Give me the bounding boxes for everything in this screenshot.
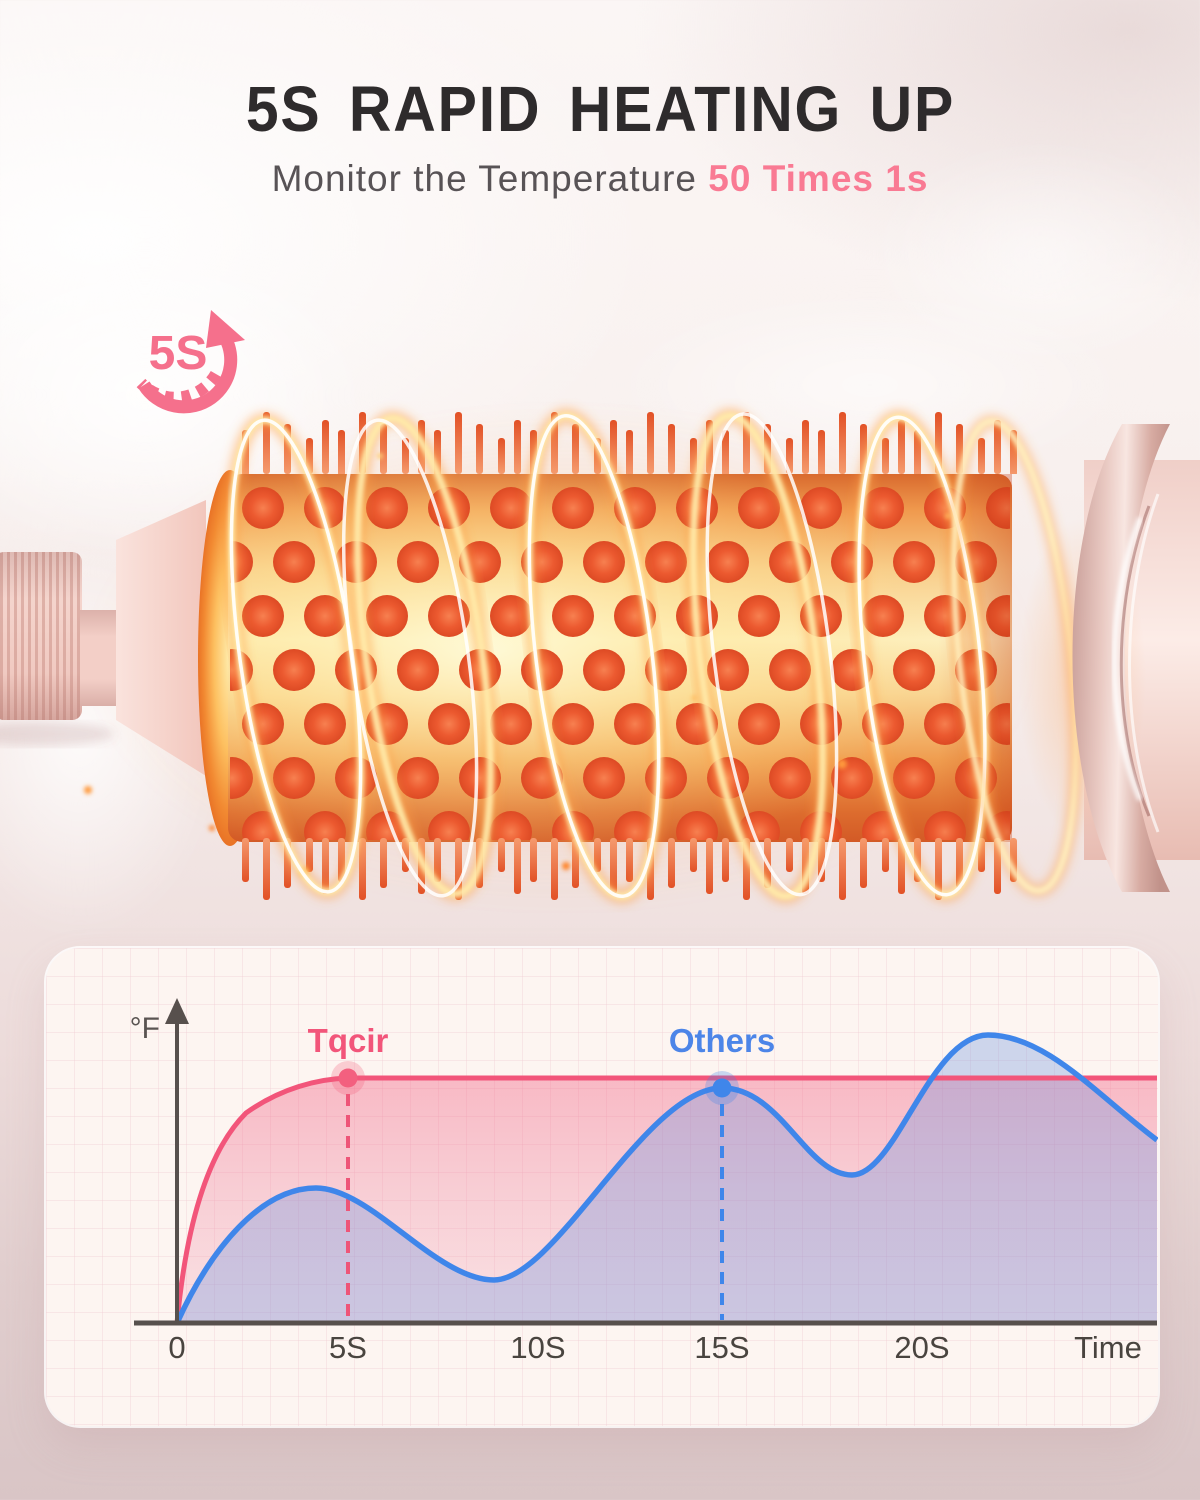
x-tick-10s: 10S <box>510 1330 565 1365</box>
temperature-chart-panel: °F Tqcir Others 0 5S 10S 15S 20S Time <box>46 948 1158 1426</box>
x-tick-0: 0 <box>168 1330 185 1365</box>
tqcir-line <box>174 1075 1157 1324</box>
subtitle-text: Monitor the Temperature <box>271 158 697 199</box>
end-knob <box>0 552 114 746</box>
x-tick-20s: 20S <box>894 1330 949 1365</box>
barrel-end-cone <box>116 500 206 776</box>
x-tick-15s: 15S <box>694 1330 749 1365</box>
tqcir-marker-dot <box>338 1068 358 1088</box>
badge-label: 5S <box>149 327 208 380</box>
x-tick-labels: 0 5S 10S 15S 20S Time <box>168 1330 1142 1365</box>
others-marker-dot <box>712 1078 732 1098</box>
y-axis-arrow-icon <box>165 998 189 1024</box>
temperature-comparison-chart: °F Tqcir Others 0 5S 10S 15S 20S Time <box>130 998 1158 1365</box>
x-tick-5s: 5S <box>329 1330 367 1365</box>
others-area-fill <box>177 1035 1157 1323</box>
heated-brush-barrel-illustration <box>0 403 1200 913</box>
legend-tqcir: Tqcir <box>308 1022 389 1059</box>
timer-arc <box>138 325 238 414</box>
page-title: 5S RAPID HEATING UP <box>245 73 955 145</box>
legend-others: Others <box>669 1022 775 1059</box>
y-axis-label: °F <box>130 1012 160 1045</box>
page-subtitle: Monitor the Temperature 50 Times 1s <box>0 158 1200 200</box>
x-axis-title: Time <box>1074 1330 1142 1365</box>
header: 5S RAPID HEATING UP Monitor the Temperat… <box>0 72 1200 200</box>
light-rings <box>223 408 1083 904</box>
handle-collar <box>1018 424 1200 892</box>
timer-dashed-arc <box>136 370 222 404</box>
knob-shaft <box>80 610 118 706</box>
tqcir-area-fill <box>177 1078 1157 1323</box>
subtitle-highlight: 50 Times 1s <box>708 158 929 199</box>
timer-arrowhead-icon <box>206 310 245 348</box>
others-line <box>174 1032 1158 1325</box>
5s-timer-icon: 5S <box>136 310 245 414</box>
